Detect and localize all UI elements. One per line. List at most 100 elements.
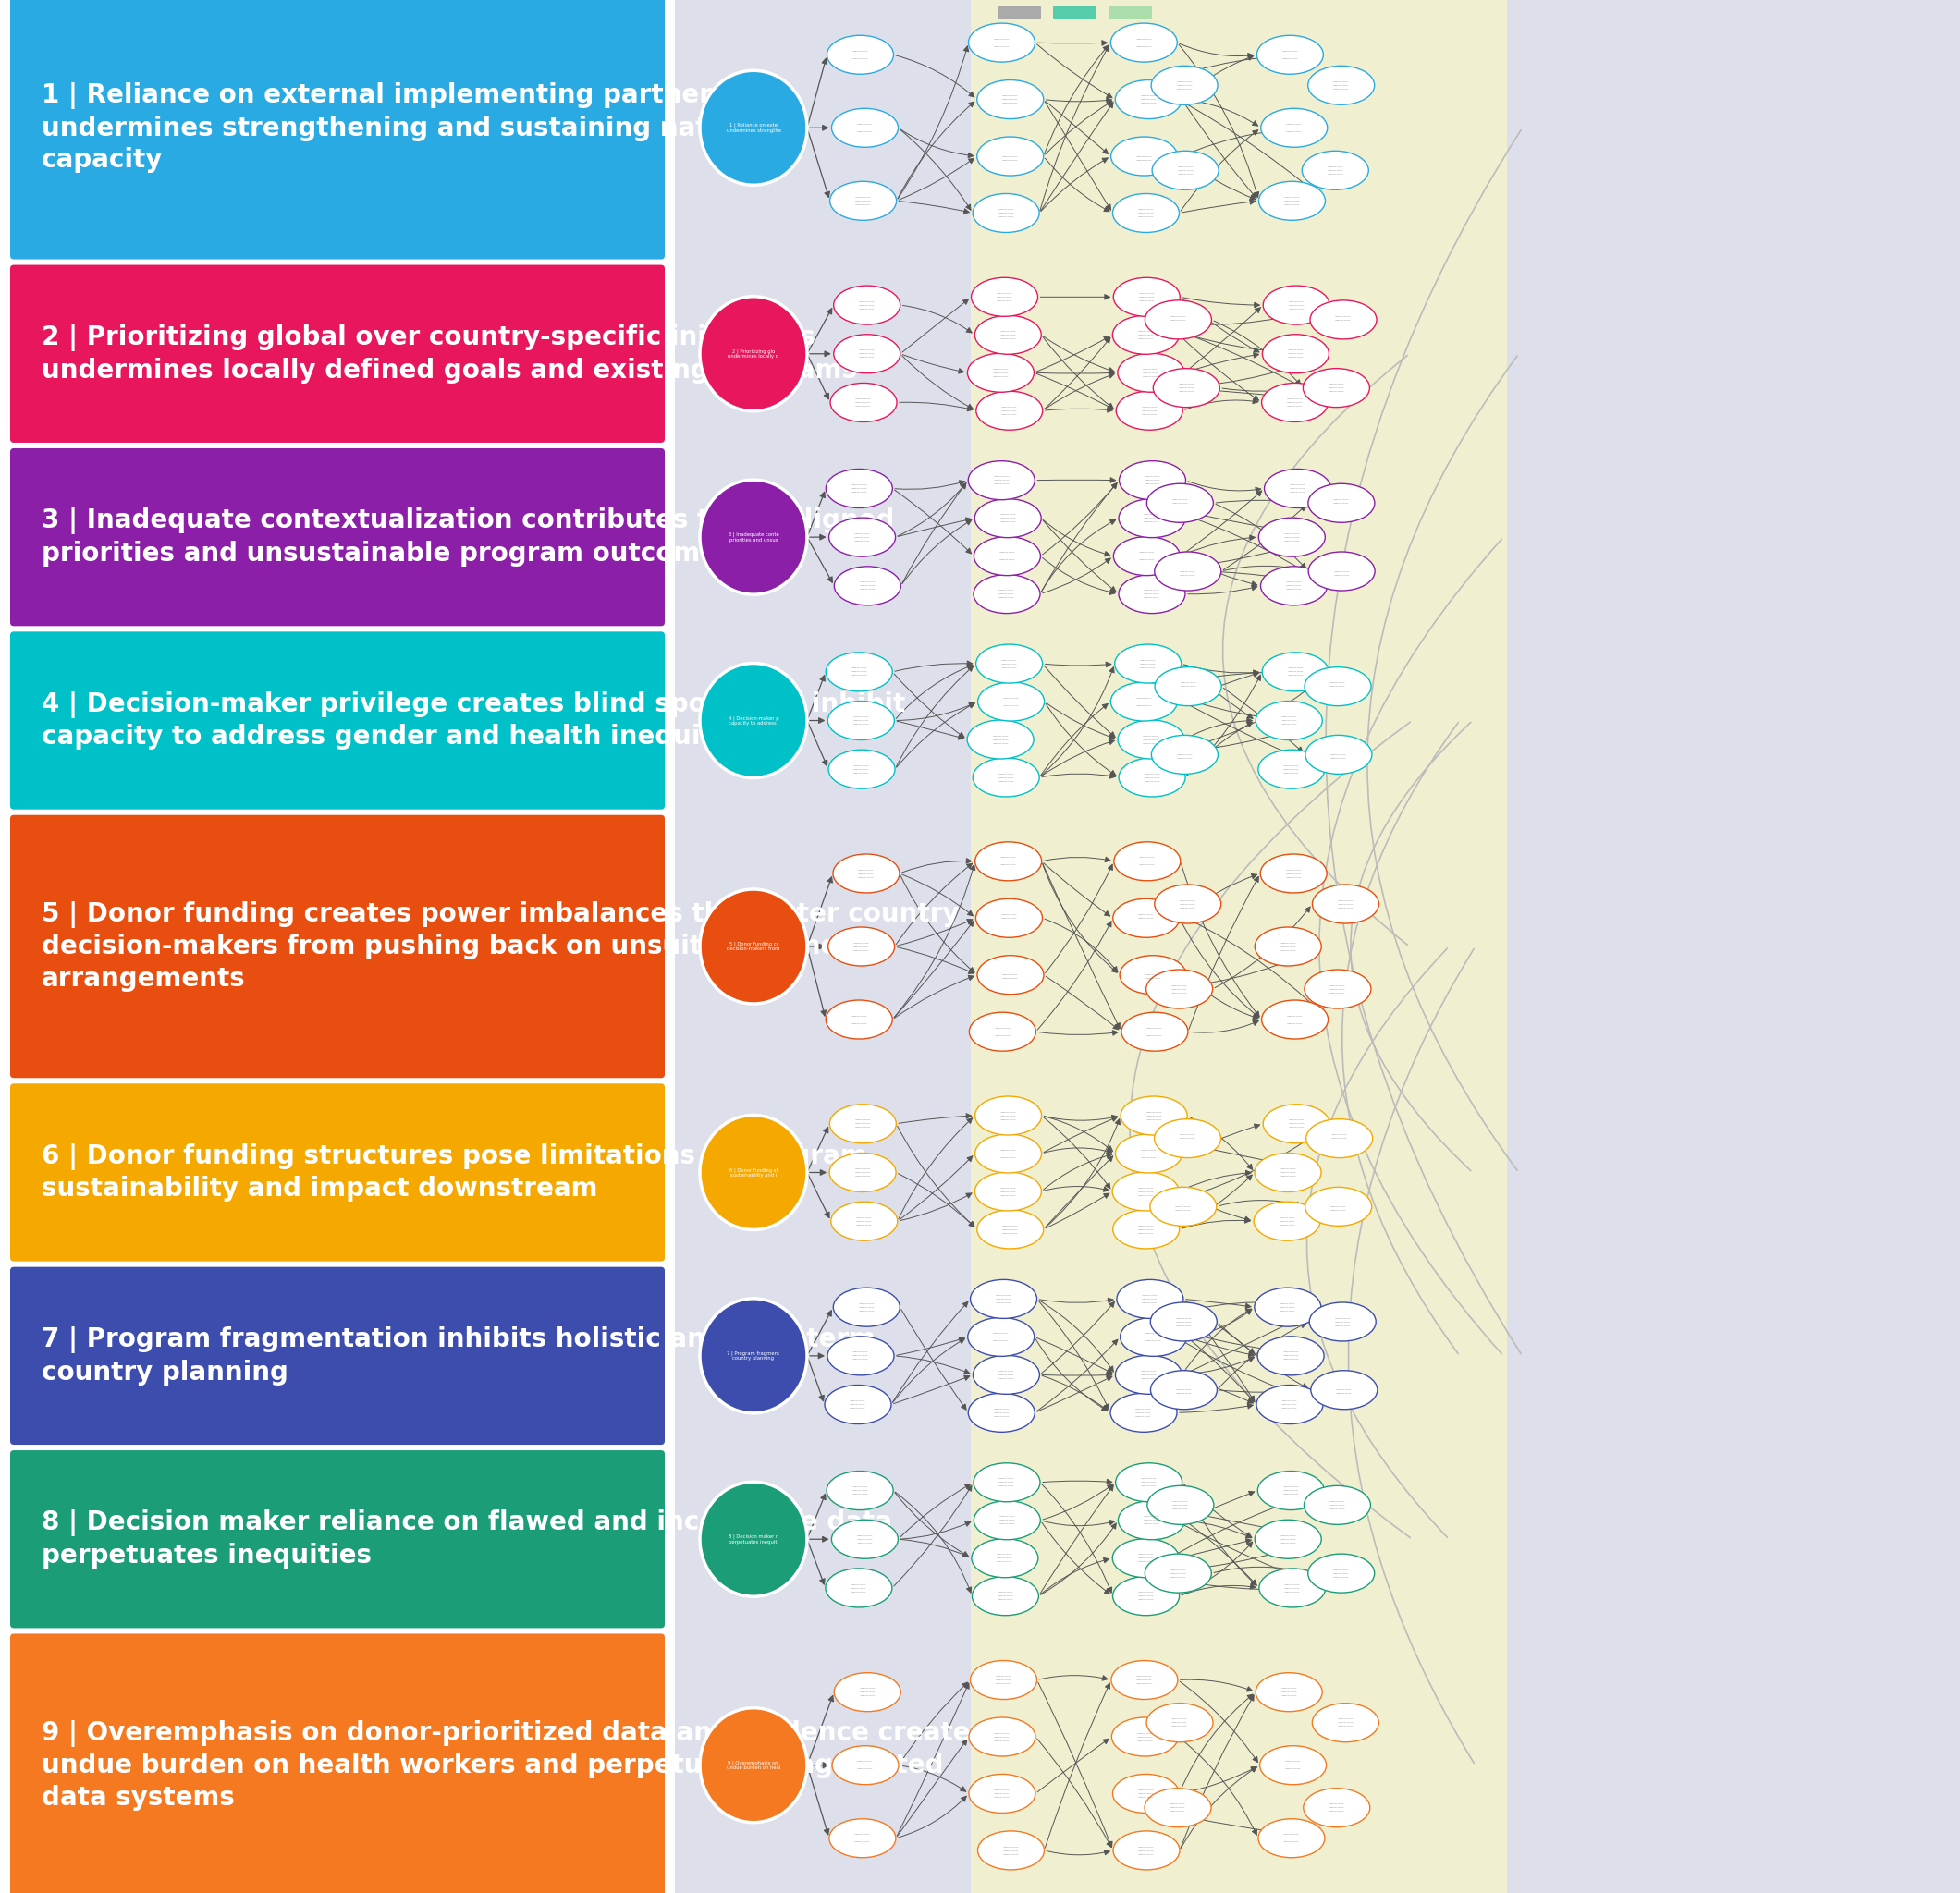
Text: —————: ————— <box>1288 303 1305 307</box>
Ellipse shape <box>974 1096 1041 1136</box>
Text: 8 | Decision maker r
perpetuates inequiti: 8 | Decision maker r perpetuates inequit… <box>729 1533 778 1545</box>
Text: —————: ————— <box>1284 199 1299 203</box>
Text: —————: ————— <box>1176 1388 1192 1391</box>
Text: —————: ————— <box>994 1335 1009 1338</box>
Text: —————: ————— <box>1288 352 1303 356</box>
Text: —————: ————— <box>851 1022 866 1026</box>
Text: —————: ————— <box>1178 386 1194 390</box>
Text: —————: ————— <box>853 945 870 948</box>
Text: —————: ————— <box>1000 863 1017 867</box>
Text: —————: ————— <box>1170 314 1186 318</box>
Ellipse shape <box>972 193 1039 233</box>
Text: —————: ————— <box>1331 750 1347 753</box>
Text: —————: ————— <box>1329 382 1345 386</box>
Text: —————: ————— <box>1331 1140 1347 1143</box>
Text: —————: ————— <box>1000 337 1015 341</box>
Text: —————: ————— <box>858 307 874 310</box>
Text: —————: ————— <box>1280 1219 1296 1223</box>
Text: —————: ————— <box>1004 697 1019 700</box>
Ellipse shape <box>1305 1119 1372 1159</box>
Text: —————: ————— <box>998 1376 1015 1380</box>
Text: —————: ————— <box>1139 1789 1154 1793</box>
Text: —————: ————— <box>1170 1802 1186 1806</box>
Text: —————: ————— <box>1137 1681 1152 1685</box>
FancyBboxPatch shape <box>998 6 1041 19</box>
Text: —————: ————— <box>1280 941 1296 945</box>
Text: —————: ————— <box>1176 1319 1192 1323</box>
Text: —————: ————— <box>998 1552 1013 1556</box>
Text: 4 | Decision-maker privilege creates blind spots that inhibit
capacity to addres: 4 | Decision-maker privilege creates bli… <box>41 691 906 750</box>
Text: —————: ————— <box>1282 1357 1299 1361</box>
Text: —————: ————— <box>1333 1571 1348 1575</box>
Text: —————: ————— <box>1284 1832 1299 1836</box>
Text: —————: ————— <box>992 367 1009 371</box>
Text: —————: ————— <box>1284 532 1299 536</box>
FancyBboxPatch shape <box>10 816 664 1077</box>
Text: —————: ————— <box>858 585 876 587</box>
Ellipse shape <box>833 1287 900 1327</box>
Text: —————: ————— <box>1331 1200 1347 1204</box>
Text: —————: ————— <box>1000 558 1015 562</box>
Text: —————: ————— <box>855 767 870 770</box>
Text: —————: ————— <box>1002 98 1019 100</box>
Text: —————: ————— <box>1176 87 1192 91</box>
Text: —————: ————— <box>1170 1567 1186 1571</box>
Text: —————: ————— <box>1180 1136 1196 1140</box>
Text: —————: ————— <box>1141 1376 1156 1380</box>
Ellipse shape <box>1305 1187 1372 1227</box>
Text: —————: ————— <box>998 216 1013 218</box>
Text: —————: ————— <box>1329 986 1347 990</box>
Text: —————: ————— <box>1329 390 1345 394</box>
Text: —————: ————— <box>1176 1316 1192 1319</box>
Ellipse shape <box>968 1774 1035 1813</box>
Text: —————: ————— <box>1331 757 1347 761</box>
Text: —————: ————— <box>1143 742 1158 746</box>
Text: —————: ————— <box>1329 1806 1345 1810</box>
Text: —————: ————— <box>1178 172 1194 176</box>
Text: —————: ————— <box>853 1484 868 1488</box>
Text: —————: ————— <box>1282 1406 1298 1410</box>
Ellipse shape <box>1113 538 1180 575</box>
Text: —————: ————— <box>1282 719 1298 723</box>
Text: —————: ————— <box>992 375 1009 379</box>
Text: —————: ————— <box>1170 1575 1186 1579</box>
Text: —————: ————— <box>998 1594 1013 1598</box>
Text: —————: ————— <box>1141 666 1156 670</box>
Text: —————: ————— <box>851 487 866 490</box>
Ellipse shape <box>1262 382 1329 422</box>
Text: —————: ————— <box>1145 589 1160 593</box>
Ellipse shape <box>1151 1371 1217 1408</box>
Ellipse shape <box>829 1819 896 1857</box>
Text: —————: ————— <box>1284 770 1299 774</box>
Text: —————: ————— <box>1000 551 1015 555</box>
Text: —————: ————— <box>853 1350 868 1353</box>
Text: —————: ————— <box>855 763 870 767</box>
Text: —————: ————— <box>1000 1109 1017 1113</box>
Ellipse shape <box>1117 719 1184 759</box>
Ellipse shape <box>974 1172 1041 1212</box>
Text: —————: ————— <box>1145 776 1160 780</box>
Text: —————: ————— <box>994 44 1009 47</box>
Text: 2 | Prioritizing glo
undermines locally d: 2 | Prioritizing glo undermines locally … <box>727 348 778 360</box>
Text: —————: ————— <box>1141 409 1158 413</box>
Ellipse shape <box>1305 666 1372 706</box>
Ellipse shape <box>1256 1673 1323 1711</box>
Text: —————: ————— <box>1284 1586 1299 1590</box>
Text: —————: ————— <box>998 1560 1013 1564</box>
Text: —————: ————— <box>1333 502 1350 505</box>
Text: —————: ————— <box>1337 1725 1354 1728</box>
Text: —————: ————— <box>1141 98 1156 100</box>
Text: —————: ————— <box>1137 704 1152 708</box>
Text: —————: ————— <box>1282 49 1298 53</box>
Ellipse shape <box>825 1000 892 1039</box>
Text: —————: ————— <box>1333 1575 1348 1579</box>
Text: —————: ————— <box>1145 483 1160 487</box>
Bar <box>674 0 1960 1893</box>
Text: —————: ————— <box>1002 413 1017 416</box>
Text: —————: ————— <box>1333 1567 1348 1571</box>
Text: —————: ————— <box>855 1836 870 1840</box>
Text: —————: ————— <box>994 1789 1009 1793</box>
Text: —————: ————— <box>998 1372 1015 1376</box>
Text: —————: ————— <box>1172 498 1188 502</box>
Text: —————: ————— <box>853 49 868 53</box>
